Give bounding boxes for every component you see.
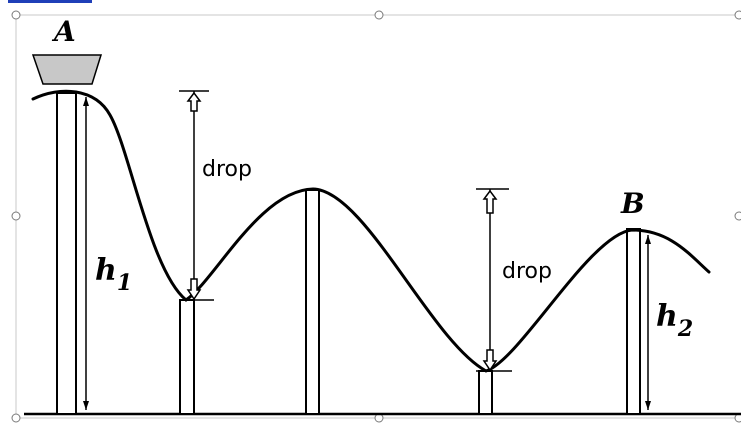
resize-handle-top-right[interactable] [734,10,741,20]
drop-label-right: drop [502,259,552,284]
drop-indicator-left [179,90,214,301]
selection-frame[interactable] [11,10,741,423]
h1-dimension [83,97,89,410]
support-post-valley-1 [179,299,195,415]
support-post-a [56,92,77,415]
h2-label: h2 [656,299,693,342]
hollow-up-arrow-icon [482,189,498,214]
resize-handle-top-left[interactable] [11,10,21,20]
resize-handle-top-middle[interactable] [374,10,384,20]
top-link-accent [8,0,92,3]
drop-indicator-right [476,188,512,372]
point-a-label: A [51,15,76,48]
support-post-valley-2 [478,370,493,415]
resize-handle-bottom-left[interactable] [11,413,21,423]
support-post-crest-2 [305,189,320,415]
h1-label: h1 [95,253,132,296]
hollow-down-arrow-icon [482,349,498,372]
resize-handle-middle-right[interactable] [734,211,741,221]
hollow-down-arrow-icon [186,278,202,301]
point-b-label: B [620,187,645,220]
coaster-cart [31,54,103,85]
hollow-up-arrow-icon [186,91,202,112]
support-post-b [626,228,641,415]
drop-label-left: drop [202,157,252,182]
resize-handle-middle-left[interactable] [11,211,21,221]
h2-dimension [645,235,651,410]
coaster-track [31,89,711,373]
